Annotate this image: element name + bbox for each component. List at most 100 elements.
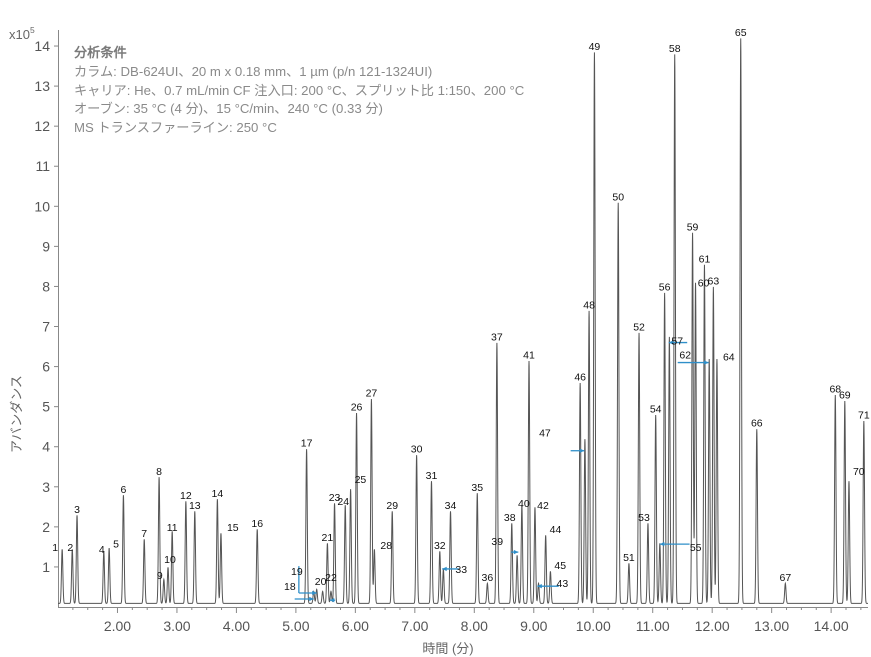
peak-label: 52 <box>633 322 645 334</box>
x-tick-label: 3.00 <box>163 618 190 634</box>
peak-label: 47 <box>539 428 551 440</box>
peak-label: 28 <box>380 540 392 552</box>
peak-label: 3 <box>74 504 80 516</box>
callout-arrowhead <box>704 360 709 365</box>
y-axis-title: アバンダンス <box>9 375 24 453</box>
peak-label: 69 <box>839 390 851 402</box>
peak-label: 68 <box>829 384 841 396</box>
peak-label: 4 <box>99 544 105 556</box>
peak-label: 14 <box>212 488 224 500</box>
x-tick-label: 7.00 <box>401 618 428 634</box>
peak-label: 41 <box>523 350 535 362</box>
y-tick-label: 6 <box>42 359 50 375</box>
conditions-oven: オーブン: 35 °C (4 分)、15 °C/min、240 °C (0.33… <box>74 101 383 117</box>
peak-label: 66 <box>751 418 763 430</box>
peak-label: 2 <box>67 542 73 554</box>
y-tick-label: 4 <box>42 439 50 455</box>
peak-label: 9 <box>157 570 163 582</box>
peak-label: 62 <box>679 350 691 362</box>
peak-label: 29 <box>386 500 398 512</box>
peak-label: 49 <box>589 41 601 53</box>
peak-label: 50 <box>612 191 624 203</box>
y-tick-label: 14 <box>34 38 50 54</box>
peak-label: 32 <box>434 540 446 552</box>
conditions-column: カラム: DB-624UI、20 m x 0.18 mm、1 µm (p/n 1… <box>74 63 433 79</box>
y-tick-label: 1 <box>42 559 50 575</box>
peak-label: 18 <box>284 581 296 593</box>
peak-label: 37 <box>491 332 503 344</box>
peak-label: 17 <box>301 438 313 450</box>
peak-label: 57 <box>671 336 683 348</box>
analysis-conditions: 分析条件 カラム: DB-624UI、20 m x 0.18 mm、1 µm (… <box>74 44 524 138</box>
peak-label: 54 <box>650 404 662 416</box>
peak-label: 6 <box>120 484 126 496</box>
conditions-carrier: キャリア: He、0.7 mL/min CF 注入口: 200 °C、スプリット… <box>74 82 525 98</box>
callout-arrowhead <box>513 549 519 555</box>
peak-label: 12 <box>180 490 192 502</box>
peak-label: 5 <box>113 539 119 551</box>
y-tick-label: 7 <box>42 319 50 335</box>
peak-label: 61 <box>699 253 711 265</box>
peak-label: 63 <box>708 275 720 287</box>
peak-label: 58 <box>669 43 681 55</box>
peak-label: 31 <box>426 470 438 482</box>
y-tick-label: 2 <box>42 519 50 535</box>
peak-label: 67 <box>779 572 791 584</box>
x-tick-label: 13.00 <box>754 618 789 634</box>
x-axis-title: 時間 (分) <box>422 641 473 656</box>
peak-label: 24 <box>337 496 349 508</box>
y-tick-label: 9 <box>42 238 50 254</box>
y-tick-label: 12 <box>34 118 50 134</box>
peak-label: 15 <box>227 522 239 534</box>
y-tick-label: 13 <box>34 78 50 94</box>
x-tick-label: 11.00 <box>636 618 670 634</box>
x-tick-label: 2.00 <box>104 618 131 634</box>
peak-label: 10 <box>164 554 176 566</box>
callout-arrowhead <box>442 566 447 572</box>
y-tick-label: 10 <box>34 198 50 214</box>
peak-label: 20 <box>315 576 327 588</box>
peak-label: 30 <box>411 444 423 456</box>
peak-label: 22 <box>325 572 337 584</box>
callout-arrowhead <box>329 598 335 603</box>
peak-label: 60 <box>698 277 710 289</box>
peak-label: 42 <box>537 500 549 512</box>
peak-label: 40 <box>518 498 530 510</box>
peak-label: 48 <box>583 299 595 311</box>
peak-label: 26 <box>351 402 363 414</box>
peak-label: 8 <box>156 466 162 478</box>
peak-label: 16 <box>251 518 263 530</box>
y-exponent-label: x105 <box>9 25 35 42</box>
x-tick-label: 5.00 <box>282 618 309 634</box>
peak-label: 11 <box>167 522 178 534</box>
x-tick-label: 4.00 <box>223 618 250 634</box>
peak-label: 51 <box>623 552 635 564</box>
peak-label: 27 <box>366 388 378 400</box>
x-tick-label: 14.00 <box>814 618 849 634</box>
callout-arrowhead <box>579 448 585 453</box>
peak-label: 21 <box>322 532 334 544</box>
peak-label: 36 <box>482 572 494 584</box>
peak-label: 35 <box>471 482 483 494</box>
peak-label: 38 <box>504 512 516 524</box>
peak-label: 44 <box>550 524 562 536</box>
peak-label: 34 <box>445 500 457 512</box>
peak-label: 59 <box>687 221 699 233</box>
peak-label: 25 <box>355 474 367 486</box>
chromatogram-trace <box>58 38 868 604</box>
peak-label: 1 <box>52 542 58 554</box>
peak-label: 23 <box>329 492 341 504</box>
y-tick-label: 3 <box>42 479 50 495</box>
callout-arrowhead <box>309 596 314 602</box>
peak-label: 7 <box>141 528 147 540</box>
x-tick-label: 8.00 <box>461 618 488 634</box>
x-tick-label: 10.00 <box>576 618 611 634</box>
peak-label: 13 <box>189 500 201 512</box>
peak-label: 53 <box>638 512 650 524</box>
peak-label: 33 <box>455 564 467 576</box>
y-tick-label: 11 <box>35 158 50 174</box>
peak-label: 65 <box>735 27 747 39</box>
callout-arrowhead <box>312 590 317 596</box>
x-tick-label: 6.00 <box>342 618 369 634</box>
